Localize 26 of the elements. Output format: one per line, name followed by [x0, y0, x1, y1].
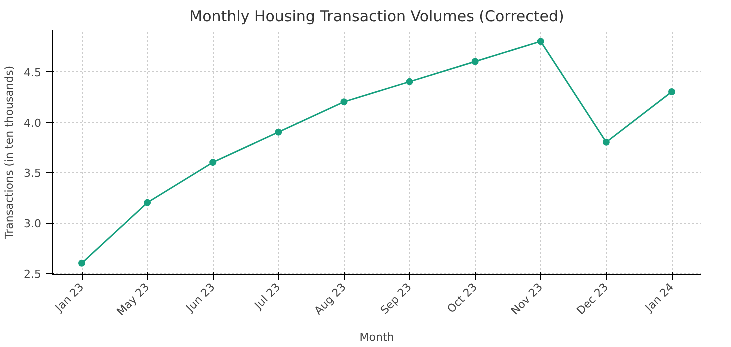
- y-tick-label: 4.5: [24, 66, 42, 80]
- x-tick-label: Jan 23: [52, 280, 87, 316]
- point: [340, 98, 348, 106]
- y-axis-title: Transactions (in ten thousands): [3, 66, 16, 240]
- point: [537, 38, 544, 46]
- point: [144, 199, 152, 206]
- x-tick-label: Dec 23: [574, 280, 612, 318]
- point: [472, 58, 479, 66]
- point: [78, 260, 86, 267]
- x-tick-label: Oct 23: [444, 280, 480, 316]
- point: [210, 159, 217, 166]
- point: [602, 138, 610, 146]
- y-tick-label: 4.0: [24, 116, 42, 130]
- point: [275, 128, 282, 136]
- x-axis-title: Month: [360, 331, 394, 344]
- y-tick-label: 2.5: [24, 268, 42, 281]
- y-tick-label: 3.5: [24, 167, 42, 180]
- point: [406, 78, 414, 86]
- x-tick-label: Jul 23: [252, 280, 284, 313]
- x-tick-label: Jan 24: [642, 280, 677, 316]
- x-tick-label: Nov 23: [508, 280, 546, 318]
- point: [668, 88, 676, 96]
- x-tick-label: Jun 23: [183, 280, 218, 316]
- chart-title: Monthly Housing Transaction Volumes (Corrected): [190, 8, 564, 26]
- x-tick-label: Sep 23: [378, 280, 414, 318]
- y-tick-label: 3.0: [24, 218, 42, 231]
